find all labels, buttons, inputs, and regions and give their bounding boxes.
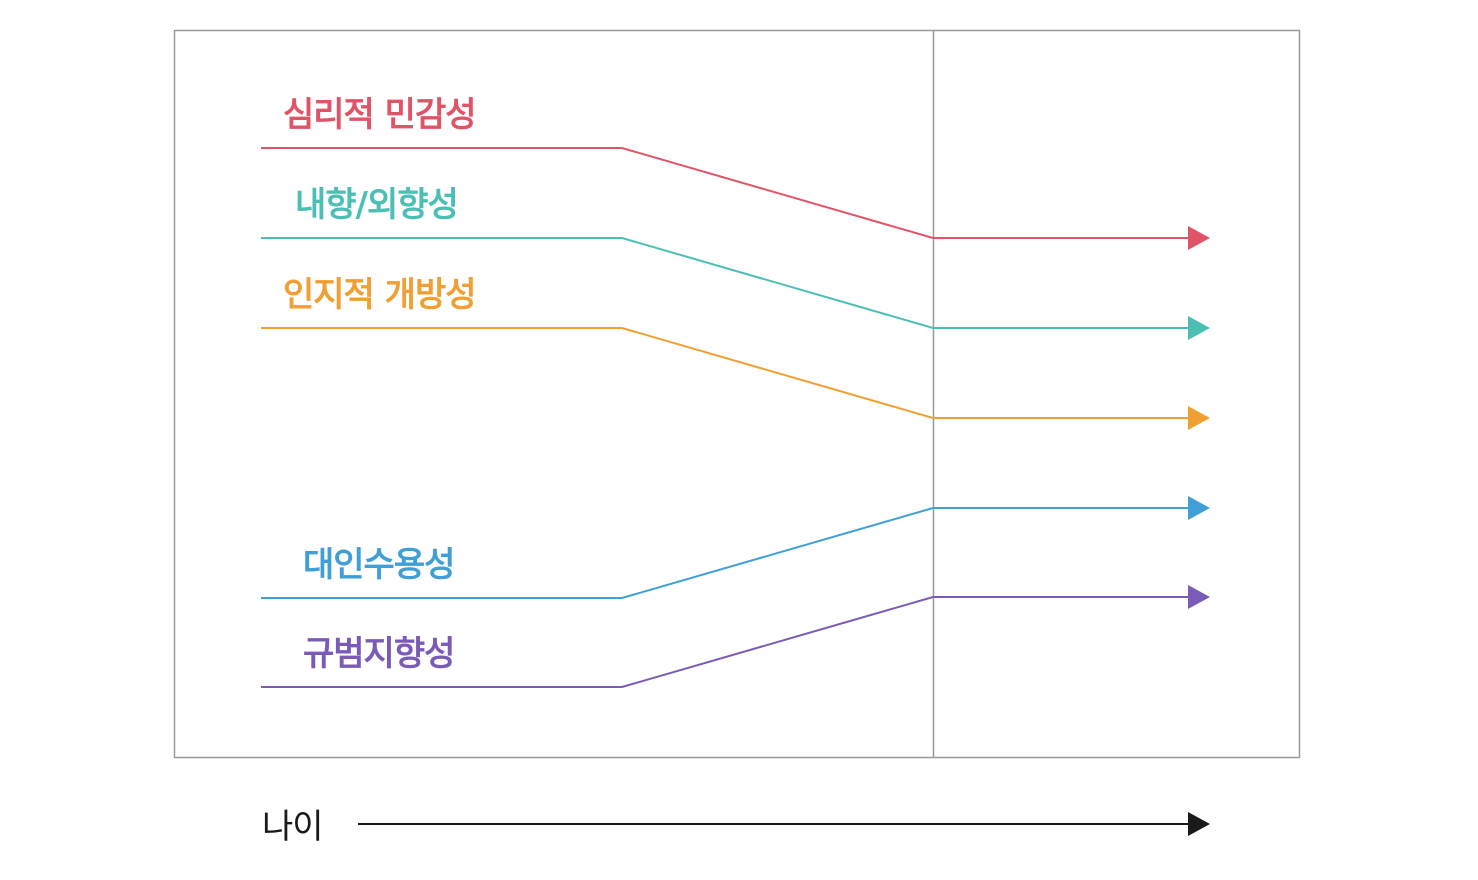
diagram-frame [173, 29, 1301, 759]
trait-arrow-icon-3 [1188, 406, 1210, 430]
trait-line-3 [261, 327, 1188, 419]
trait-label-3: 인지적 개방성 [283, 275, 476, 315]
trait-label-2: 내향/외향성 [295, 185, 458, 225]
age-axis-arrow-icon [1188, 812, 1210, 836]
trait-line-4 [261, 507, 1188, 599]
trait-arrow-icon-4 [1188, 496, 1210, 520]
age-axis-label: 나이 [262, 807, 323, 847]
trait-arrow-icon-2 [1188, 316, 1210, 340]
trait-arrow-icon-1 [1188, 226, 1210, 250]
trait-label-1: 심리적 민감성 [283, 95, 476, 135]
trait-line-1 [261, 147, 1188, 239]
trait-line-2 [261, 237, 1188, 329]
trait-arrow-icon-5 [1188, 585, 1210, 609]
trait-label-5: 규범지향성 [303, 634, 454, 674]
trait-line-5 [261, 596, 1188, 688]
trait-label-4: 대인수용성 [303, 545, 454, 585]
